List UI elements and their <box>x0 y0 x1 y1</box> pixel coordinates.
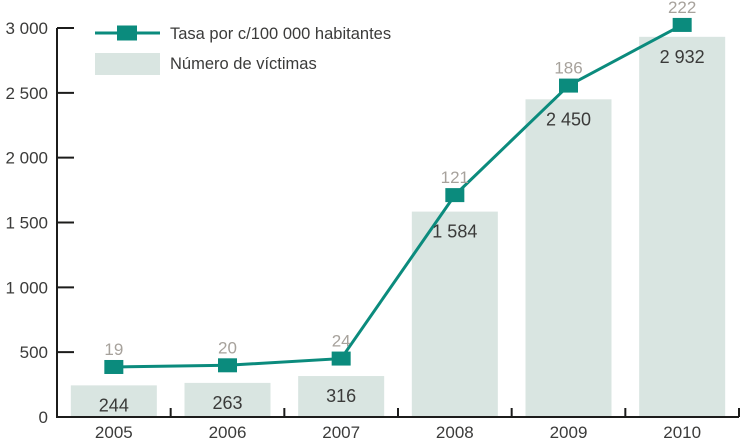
rate-value-label-2006: 20 <box>218 338 237 357</box>
y-tick-label-500: 500 <box>20 343 48 362</box>
rate-value-label-2009: 186 <box>554 59 582 78</box>
y-tick-label-2000: 2 000 <box>5 149 48 168</box>
bar-2010 <box>639 36 726 418</box>
x-category-label-2008: 2008 <box>436 423 474 442</box>
rate-value-label-2008: 121 <box>441 168 469 187</box>
rate-marker-2009 <box>559 78 578 93</box>
bar-2006 <box>184 382 271 417</box>
rate-value-label-2005: 19 <box>104 340 123 359</box>
x-category-label-2010: 2010 <box>663 423 701 442</box>
rate-line <box>113 23 683 369</box>
rate-marker-2006 <box>218 358 237 373</box>
y-tick-label-0: 0 <box>39 408 48 427</box>
axes-layer: 0 500 1 000 1 500 2 000 2 500 3 000 2005 2006 200… <box>5 19 740 442</box>
line-layer <box>104 17 692 374</box>
x-category-label-2006: 2006 <box>209 423 247 442</box>
bar-value-label-2007: 316 <box>326 386 356 406</box>
rate-marker-2010 <box>672 17 692 32</box>
bar-value-label-2008: 1 584 <box>432 222 477 242</box>
x-category-label-2007: 2007 <box>322 423 360 442</box>
rate-value-label-2010: 222 <box>668 0 696 17</box>
y-tick-label-3000: 3 000 <box>5 19 48 38</box>
bar-2008 <box>411 211 498 417</box>
y-tick-label-1500: 1 500 <box>5 214 48 233</box>
legend: Tasa por c/100 000 habitantes Número de … <box>95 25 391 75</box>
legend-label-victims: Número de víctimas <box>170 55 317 73</box>
legend-bar-swatch <box>95 53 160 75</box>
rate-value-label-2007: 24 <box>332 332 351 351</box>
bar-value-label-2009: 2 450 <box>546 109 591 129</box>
rate-marker-2008 <box>445 188 465 203</box>
bar-2007 <box>298 376 385 417</box>
legend-label-rate: Tasa por c/100 000 habitantes <box>170 25 391 43</box>
rate-marker-2005 <box>104 359 124 374</box>
bars-layer <box>70 36 726 418</box>
legend-line-marker-icon <box>117 25 137 41</box>
x-category-label-2009: 2009 <box>550 423 588 442</box>
rate-marker-2007 <box>331 351 351 366</box>
y-tick-label-1000: 1 000 <box>5 278 48 297</box>
bar-2009 <box>525 99 612 418</box>
labels-layer: 244 263 316 1 584 2 450 2 932 19 20 24 121 186 222 <box>99 0 705 415</box>
bar-value-label-2005: 244 <box>99 395 129 415</box>
y-tick-label-2500: 2 500 <box>5 84 48 103</box>
x-category-label-2005: 2005 <box>95 423 133 442</box>
bar-2005 <box>70 385 157 417</box>
bar-value-label-2006: 263 <box>212 393 242 413</box>
bar-value-label-2010: 2 932 <box>660 47 705 67</box>
